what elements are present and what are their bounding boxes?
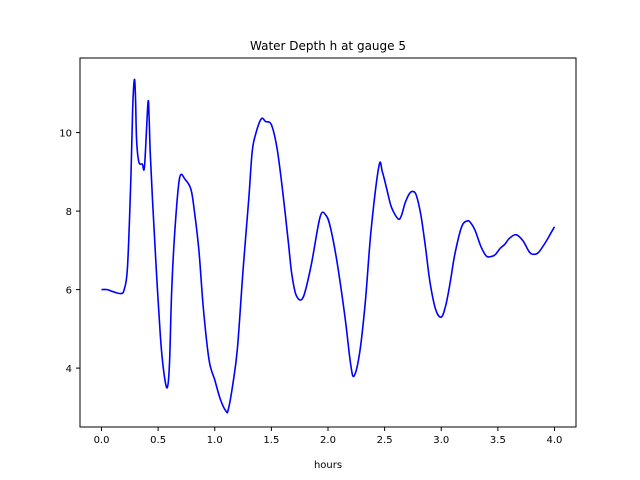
x-tick-label: 0.0	[94, 435, 110, 446]
axes: 0.0 0.5 1.0 1.5 2.0 2.5 3.0 3.5 4.0 4 6 8 10	[59, 57, 577, 446]
x-tick-label: 4.0	[547, 435, 563, 446]
series-line-0	[101, 78, 556, 414]
x-tick-label: 2.5	[377, 435, 393, 446]
y-tick-label: 4	[66, 364, 72, 375]
plot-area	[101, 78, 556, 414]
x-tick-label: 2.0	[320, 435, 336, 446]
y-tick-label: 8	[66, 207, 72, 218]
x-axis-label: hours	[314, 460, 342, 471]
y-tick-label: 10	[59, 129, 72, 140]
x-tick-label: 1.0	[207, 435, 223, 446]
chart-title: Water Depth h at gauge 5	[250, 39, 406, 53]
x-tick-label: 3.5	[490, 435, 506, 446]
x-tick-label: 0.5	[150, 435, 166, 446]
x-tick-label: 3.0	[433, 435, 449, 446]
x-tick-label: 1.5	[263, 435, 279, 446]
y-tick-label: 6	[66, 286, 72, 297]
